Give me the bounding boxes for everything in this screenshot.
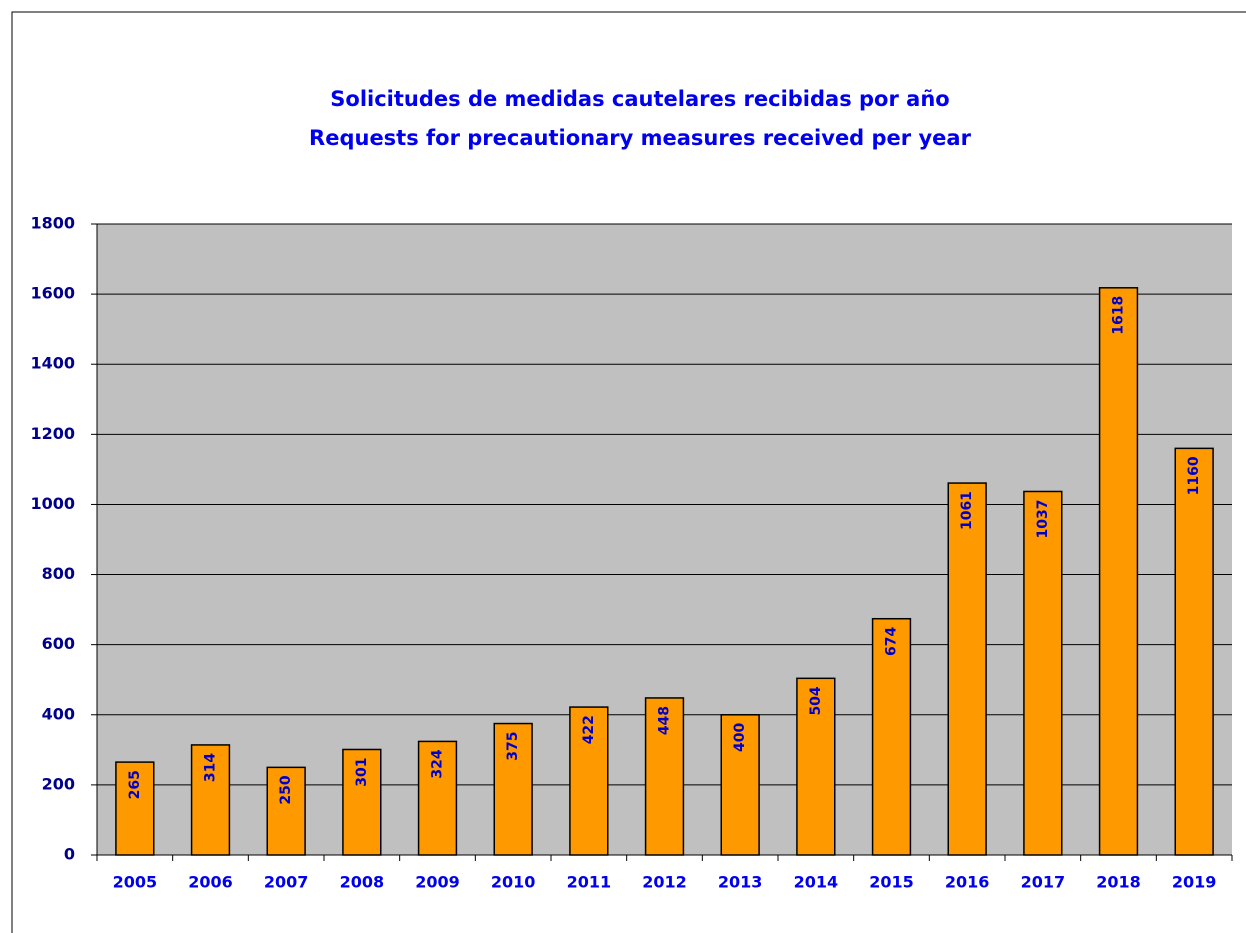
bar	[342, 748, 382, 856]
y-tick-label: 0	[64, 845, 75, 864]
chart-subtitle: Requests for precautionary measures rece…	[309, 126, 972, 150]
bar	[947, 482, 987, 856]
x-tick-label: 2015	[869, 873, 914, 892]
y-tick-label: 200	[42, 774, 75, 793]
x-tick-label: 2012	[642, 873, 687, 892]
bar	[644, 697, 685, 856]
y-tick-label: 1400	[30, 354, 75, 373]
bar	[115, 761, 155, 856]
x-tick-label: 2006	[188, 873, 233, 892]
value-label: 504	[808, 686, 824, 715]
bar	[266, 766, 306, 856]
value-label: 448	[657, 706, 673, 735]
x-tick-label: 2016	[945, 873, 990, 892]
value-label: 674	[884, 626, 900, 655]
y-tick-label: 800	[42, 564, 75, 583]
value-label: 324	[430, 749, 446, 778]
x-tick-label: 2010	[491, 873, 536, 892]
x-tick-label: 2019	[1172, 873, 1217, 892]
x-tick-label: 2008	[340, 873, 385, 892]
x-tick-label: 2007	[264, 873, 309, 892]
chart-title: Solicitudes de medidas cautelares recibi…	[330, 87, 949, 111]
value-label: 1061	[959, 491, 975, 530]
y-tick-label: 400	[42, 704, 75, 723]
value-label: 1618	[1111, 296, 1127, 335]
y-tick-label: 600	[42, 634, 75, 653]
value-label: 250	[278, 775, 294, 804]
value-label: 265	[127, 770, 143, 799]
bar	[417, 740, 458, 856]
y-tick-label: 1600	[30, 284, 75, 303]
value-label: 400	[732, 723, 748, 752]
bar	[1174, 447, 1214, 856]
bar	[493, 722, 533, 856]
value-label: 422	[581, 715, 597, 744]
value-label: 1037	[1035, 499, 1051, 538]
bar	[1098, 287, 1139, 856]
x-tick-label: 2014	[794, 873, 839, 892]
value-label: 301	[354, 757, 370, 786]
x-tick-label: 2017	[1021, 873, 1066, 892]
bar	[569, 706, 609, 856]
x-tick-label: 2005	[113, 873, 158, 892]
x-tick-label: 2011	[567, 873, 612, 892]
x-tick-label: 2018	[1096, 873, 1141, 892]
y-tick-label: 1000	[30, 494, 75, 513]
y-tick-label: 1200	[30, 424, 75, 443]
x-tick-label: 2009	[415, 873, 460, 892]
y-tick-label: 1800	[30, 214, 75, 233]
bar	[190, 744, 231, 856]
bar	[871, 617, 912, 856]
bar	[720, 714, 760, 856]
x-tick-label: 2013	[718, 873, 763, 892]
value-label: 1160	[1186, 456, 1202, 495]
value-label: 375	[505, 732, 521, 761]
bar	[796, 677, 836, 856]
bar	[1023, 490, 1063, 856]
value-label: 314	[203, 753, 219, 782]
